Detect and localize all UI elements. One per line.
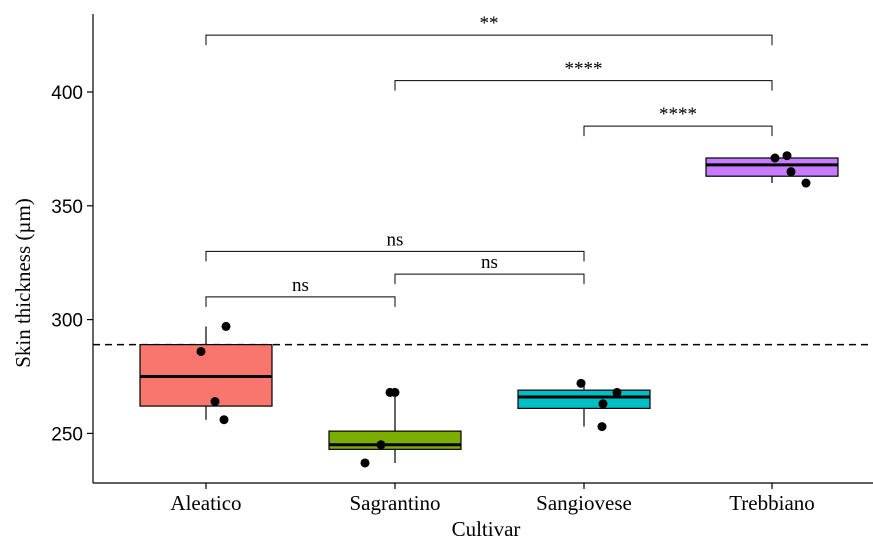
y-tick-label: 300 bbox=[51, 311, 83, 332]
data-point bbox=[770, 153, 780, 163]
significance-label: ns bbox=[292, 275, 309, 296]
data-points bbox=[196, 151, 811, 468]
significance-bracket bbox=[205, 296, 396, 307]
x-tick-label: Aleatico bbox=[170, 491, 241, 515]
box-plots bbox=[139, 155, 839, 463]
box-aleatico bbox=[139, 326, 273, 420]
data-point bbox=[196, 346, 206, 356]
data-point bbox=[576, 378, 586, 388]
box-trebbiano bbox=[705, 155, 839, 184]
data-point bbox=[376, 440, 386, 450]
data-point bbox=[598, 399, 608, 409]
x-tick-label: Trebbiano bbox=[729, 491, 815, 515]
x-tick-label: Sagrantino bbox=[350, 491, 441, 515]
box-sagrantino bbox=[328, 392, 462, 463]
significance-label: ns bbox=[481, 252, 498, 273]
data-point bbox=[801, 178, 811, 188]
axes: 250 300 350 400 Aleatico Sagrantino Sangiovese… bbox=[51, 14, 873, 515]
significance-label: **** bbox=[659, 104, 697, 125]
y-tick-label: 250 bbox=[51, 424, 83, 445]
x-axis-title: Cultivar bbox=[452, 517, 521, 541]
data-point bbox=[612, 387, 622, 397]
data-point bbox=[782, 151, 792, 161]
data-point bbox=[786, 167, 796, 177]
significance-label: ns bbox=[387, 229, 404, 250]
significance-bracket bbox=[394, 273, 585, 285]
box-rect bbox=[517, 389, 651, 409]
significance-label: ** bbox=[480, 13, 499, 34]
y-axis-title: Skin thickness (µm) bbox=[11, 198, 35, 368]
x-tick-label: Sangiovese bbox=[536, 491, 632, 515]
significance-bracket bbox=[583, 125, 773, 137]
data-point bbox=[210, 397, 220, 407]
y-tick-label: 350 bbox=[51, 197, 83, 218]
data-point bbox=[360, 458, 370, 468]
significance-label: **** bbox=[565, 59, 603, 80]
box-sangiovese bbox=[517, 383, 651, 427]
significance-bracket bbox=[205, 250, 585, 262]
data-point bbox=[597, 422, 607, 432]
data-point bbox=[219, 415, 229, 425]
y-tick-label: 400 bbox=[51, 83, 83, 104]
significance-bracket bbox=[394, 80, 773, 91]
data-point bbox=[221, 321, 231, 331]
data-point bbox=[390, 387, 400, 397]
box-rect bbox=[328, 430, 462, 450]
significance-bracket bbox=[205, 34, 773, 46]
